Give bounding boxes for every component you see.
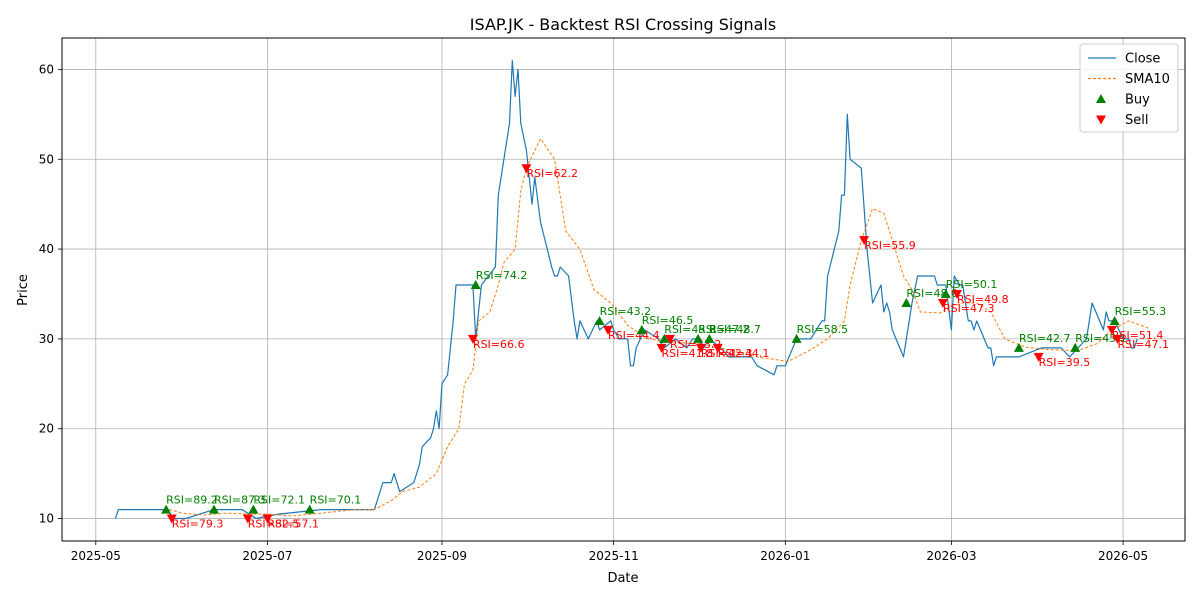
buy-signal-marker [704, 333, 715, 343]
sell-legend-label: Sell [1125, 113, 1148, 128]
sell-signal-marker [1033, 352, 1044, 362]
buy-signal-label: RSI=70.1 [310, 494, 362, 507]
buy-signal-label: RSI=43.2 [600, 305, 652, 318]
y-tick-label: 10 [39, 512, 54, 526]
sell-signal-label: RSI=51.4 [1112, 329, 1164, 342]
buy-signal-marker [1109, 315, 1120, 325]
buy-signal-marker [693, 333, 704, 343]
legend-box [1079, 43, 1179, 133]
buy-signal-marker [248, 504, 259, 514]
x-axis-title: Date [607, 571, 638, 586]
buy-signal-label: RSI=42.7 [1019, 332, 1071, 345]
y-tick-label: 20 [39, 422, 54, 436]
sell-signal-label: RSI=79.3 [172, 518, 224, 531]
x-tick-label: 2026-05 [1098, 549, 1148, 563]
buy-signal-label: RSI=72.1 [253, 494, 305, 507]
sell-signal-marker [712, 343, 723, 353]
sell-signal-marker [664, 334, 675, 344]
buy-signal-marker [636, 324, 647, 334]
buy-signal-marker [940, 288, 951, 298]
buy-signal-label: RSI=89.2 [166, 494, 218, 507]
x-tick-label: 2026-03 [926, 549, 976, 563]
buy-legend-swatch [1096, 94, 1106, 103]
y-tick-label: 50 [39, 152, 54, 166]
sell-signal-marker [166, 514, 177, 524]
x-tick-label: 2025-05 [71, 549, 121, 563]
sell-signal-label: RSI=55.9 [864, 239, 916, 252]
buy-signal-marker [304, 504, 315, 514]
close-series-line [114, 59, 1138, 520]
buy-signal-label: RSI=45.8 [664, 323, 716, 336]
sell-signal-marker [937, 298, 948, 308]
sell-signal-marker [603, 325, 614, 335]
axes: 2025-05 2025-07 2025-09 2025-11 2026-01 2026-… [39, 37, 1186, 563]
sell-signal-marker [242, 514, 253, 524]
sell-signal-marker [656, 343, 667, 353]
buy-signal-label: RSI=58.5 [797, 323, 849, 336]
sell-signal-label: RSI=42.3 [701, 347, 753, 360]
sma-series-line [168, 138, 1149, 517]
buy-signal-marker [208, 504, 219, 514]
sell-signal-label: RSI=62.2 [526, 167, 578, 180]
sell-signal-marker [1106, 325, 1117, 335]
y-tick-label: 30 [39, 332, 54, 346]
plot-area: RSI=89.2 RSI=79.3 RSI=87.3 RSI=82.5 RSI=72.1… [114, 59, 1169, 531]
close-legend-label: Close [1125, 52, 1160, 67]
sell-signal-marker [952, 289, 963, 299]
buy-signal-label: RSI=46.5 [642, 314, 694, 327]
sell-signal-label: RSI=47.3 [943, 302, 995, 315]
sell-signal-label: RSI=39.5 [1039, 356, 1091, 369]
sell-legend-swatch [1096, 115, 1106, 125]
x-tick-label: 2026-01 [760, 549, 810, 563]
sell-signal-label: RSI=44.4 [608, 329, 660, 342]
buy-signal-label: RSI=74.2 [476, 269, 528, 282]
grid-lines [62, 38, 1185, 541]
sell-signal-label: RSI=44.1 [718, 347, 770, 360]
sell-signal-marker [262, 514, 273, 524]
buy-signal-marker [791, 333, 802, 343]
buy-signal-label: RSI=48.7 [709, 323, 761, 336]
x-tick-label: 2025-07 [242, 549, 292, 563]
sell-signal-label: RSI=47.1 [1117, 338, 1169, 351]
sell-signal-marker [1112, 334, 1123, 344]
buy-signal-marker [659, 333, 670, 343]
buy-signal-marker [470, 280, 481, 290]
buy-signal-label: RSI=47.2 [698, 323, 750, 336]
x-tick-label: 2025-11 [589, 549, 639, 563]
sell-signal-marker [521, 164, 532, 174]
sell-signal-marker [859, 236, 870, 246]
buy-signal-marker [1013, 342, 1024, 352]
sell-signal-label: RSI=82.5 [248, 518, 300, 531]
sell-signal-marker [467, 334, 478, 344]
plot-frame [61, 37, 1186, 542]
sell-signal-marker [695, 343, 706, 353]
buy-signal-label: RSI=50.1 [946, 278, 998, 291]
buy-legend-label: Buy [1125, 93, 1150, 108]
buy-signal-marker [901, 297, 912, 307]
buy-signal-marker [1070, 342, 1081, 352]
sell-signal-label: RSI=66.6 [473, 338, 525, 351]
sell-signal-label: RSI=49.8 [957, 293, 1009, 306]
sell-signal-label: RSI=57.1 [267, 518, 319, 531]
buy-signal-label: RSI=87.3 [214, 494, 266, 507]
x-tick-label: 2025-09 [417, 549, 467, 563]
y-axis-title: Price [16, 274, 31, 306]
legend: Close SMA10 Buy Sell [1079, 43, 1179, 133]
buy-signal-label: RSI=55.3 [1115, 305, 1167, 318]
y-tick-label: 60 [39, 62, 54, 76]
sma-legend-label: SMA10 [1125, 72, 1170, 87]
y-tick-label: 40 [39, 242, 54, 256]
buy-signal-marker [161, 504, 172, 514]
chart-title: ISAP.JK - Backtest RSI Crossing Signals [470, 15, 776, 34]
buy-signal-marker [594, 315, 605, 325]
